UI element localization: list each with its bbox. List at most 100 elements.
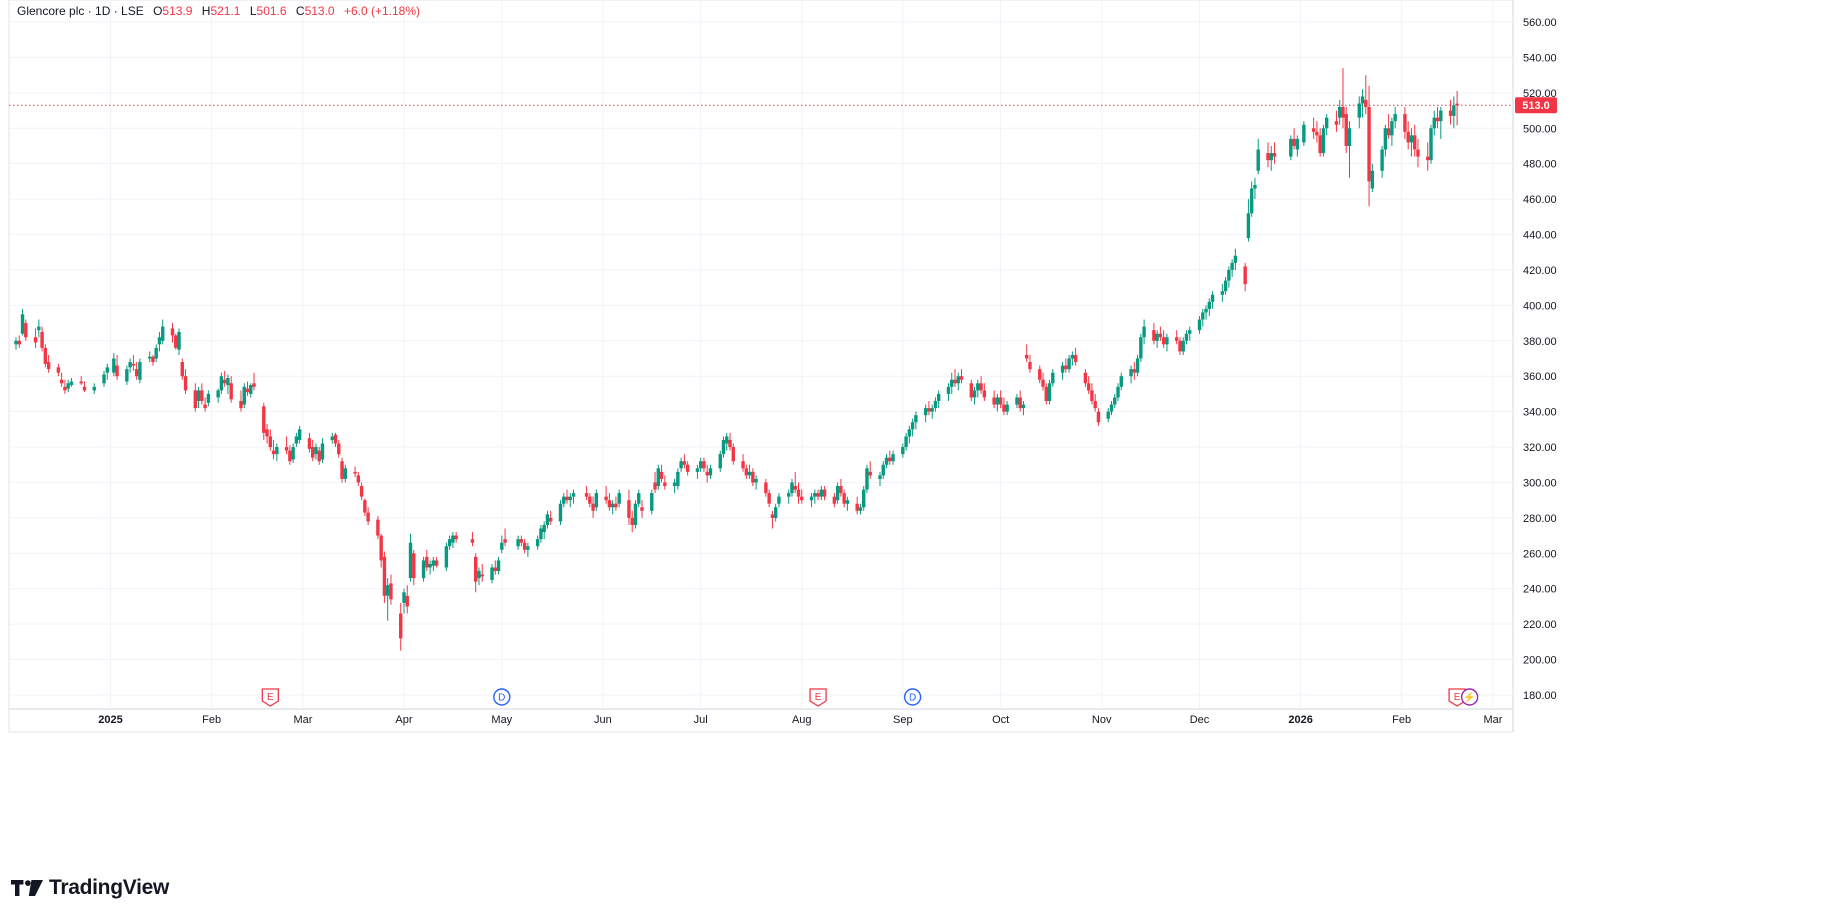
candle	[1435, 107, 1440, 129]
candle-body	[656, 468, 660, 487]
candle	[1253, 177, 1257, 200]
candle-body	[1155, 333, 1159, 341]
candle	[1324, 114, 1329, 136]
candle-body	[265, 429, 269, 437]
candle-body	[363, 500, 367, 513]
candle-body	[695, 468, 700, 472]
candle	[206, 390, 211, 407]
earnings-marker[interactable]: E	[261, 688, 279, 707]
candle	[431, 556, 436, 572]
candle	[134, 362, 139, 380]
candle	[333, 432, 338, 448]
price-tick-label: 180.00	[1523, 690, 1557, 702]
candle-body	[92, 386, 96, 391]
candle-body	[744, 468, 749, 476]
candle	[82, 381, 87, 393]
candle-body	[881, 464, 885, 476]
candle-body	[134, 369, 139, 377]
candle-body	[663, 482, 667, 487]
candle	[428, 560, 432, 575]
candle-body	[1161, 337, 1166, 345]
candle-body	[477, 571, 481, 579]
dividend-marker[interactable]: D	[493, 688, 511, 706]
candle	[1452, 96, 1456, 129]
candle-body	[37, 326, 41, 331]
split-marker[interactable]: ⚡	[1460, 688, 1479, 706]
candle-body	[1152, 330, 1156, 341]
candle	[1393, 107, 1397, 129]
candle	[767, 489, 771, 508]
candle-body	[953, 379, 957, 384]
candle	[17, 335, 21, 348]
earnings-marker[interactable]: E	[809, 688, 827, 707]
candle	[910, 418, 915, 437]
candle	[725, 432, 729, 451]
price-axis[interactable]: 180.00 200.00 220.00 240.00 260.00 280.00 300.…	[1515, 17, 1557, 702]
candle-body	[444, 546, 449, 568]
earnings-icon	[261, 688, 279, 707]
candle-body	[901, 447, 905, 455]
candle	[679, 457, 683, 472]
symbol-title[interactable]: Glencore plc · 1D · LSE	[17, 4, 144, 18]
candle	[972, 386, 977, 405]
price-tick-label: 460.00	[1523, 194, 1557, 206]
candle	[268, 429, 273, 451]
candle	[1429, 124, 1433, 164]
candle	[744, 464, 749, 479]
time-tick-label: May	[491, 714, 512, 726]
candle	[976, 379, 980, 398]
candle-body	[1249, 188, 1254, 214]
candle-body	[112, 358, 116, 373]
candle	[239, 390, 243, 412]
candle-body	[526, 546, 530, 550]
candle-body	[317, 450, 321, 462]
candle	[102, 370, 106, 387]
candle	[1432, 110, 1436, 136]
candle-body	[1380, 149, 1384, 171]
candle	[907, 425, 912, 444]
candle-body	[725, 436, 729, 444]
candle-body	[239, 401, 243, 409]
earnings-marker[interactable]: E	[1448, 688, 1466, 707]
candle-body	[431, 560, 436, 566]
candle	[832, 493, 837, 508]
candle	[157, 331, 162, 352]
candle	[1266, 142, 1270, 168]
candle	[1269, 145, 1273, 171]
candle	[676, 468, 680, 490]
candle-body	[979, 383, 983, 391]
price-tick-label: 500.00	[1523, 123, 1557, 135]
candle-body	[242, 386, 246, 405]
price-tick-label: 540.00	[1523, 52, 1557, 64]
candle-body	[399, 613, 403, 639]
candle-body	[1139, 337, 1143, 359]
candle-body	[320, 443, 325, 460]
candle-body	[747, 471, 752, 476]
candle-body	[40, 331, 44, 348]
candle	[640, 500, 644, 518]
time-tick-label: Apr	[395, 714, 412, 726]
candle	[14, 337, 18, 350]
candle-body	[702, 461, 706, 469]
candle	[1357, 96, 1361, 129]
candle-body	[1435, 117, 1440, 122]
candle-body	[408, 542, 413, 579]
candle-body	[333, 434, 338, 444]
candle-body	[46, 362, 51, 370]
candle	[956, 372, 960, 391]
close-value: 513.0	[304, 4, 335, 18]
tradingview-wordmark: TradingView	[49, 876, 170, 899]
candle	[219, 372, 224, 394]
candle-body	[627, 500, 631, 518]
candle	[1243, 262, 1247, 292]
dividend-marker[interactable]: D	[903, 688, 922, 706]
candle	[588, 493, 592, 508]
tradingview-branding[interactable]: TradingView	[11, 876, 169, 900]
time-axis[interactable]: 2025 Feb Mar Apr May Jun Jul Aug Sep Oct Nov Dec 202…	[98, 714, 1502, 726]
candle	[663, 475, 667, 490]
price-tick-label: 400.00	[1523, 300, 1557, 312]
candle	[1152, 323, 1156, 345]
candle-body	[1295, 138, 1300, 150]
